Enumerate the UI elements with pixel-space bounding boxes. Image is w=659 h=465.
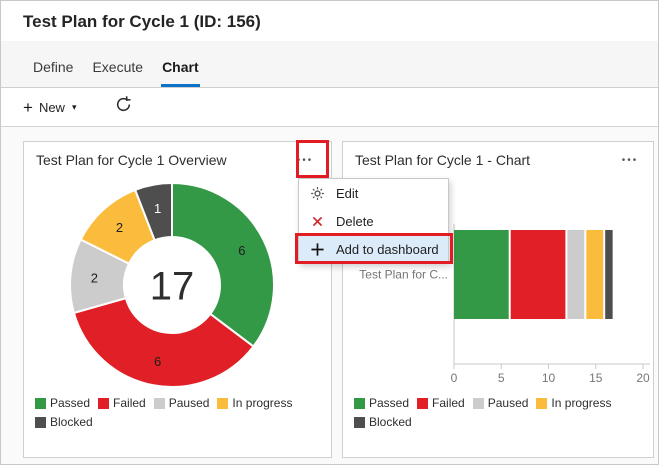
bar-segment-passed[interactable] xyxy=(454,230,509,319)
x-axis-tick-label: 10 xyxy=(542,371,556,385)
legend-swatch xyxy=(417,397,429,409)
legend-swatch xyxy=(153,397,165,409)
donut-segment-value: 1 xyxy=(154,201,161,216)
tab-chart[interactable]: Chart xyxy=(161,47,200,87)
legend-item-paused: Paused xyxy=(472,396,529,410)
legend-item-passed: Passed xyxy=(35,396,90,410)
more-options-button[interactable]: ••• xyxy=(621,154,639,166)
legend-swatch xyxy=(354,397,365,409)
legend-label: Failed xyxy=(432,396,465,410)
legend-swatch xyxy=(35,416,46,428)
delete-x-icon xyxy=(309,213,325,229)
donut-chart: 6 6 2 2 1 17 xyxy=(69,181,275,388)
legend-swatch xyxy=(536,397,548,409)
legend-item-blocked: Blocked xyxy=(35,415,93,429)
donut-segment-value: 2 xyxy=(91,270,98,285)
donut-segment-value: 6 xyxy=(238,243,245,258)
page-title: Test Plan for Cycle 1 (ID: 156) xyxy=(23,12,261,31)
legend-label: Passed xyxy=(50,396,91,410)
legend-swatch xyxy=(35,397,46,409)
bar-segment-failed[interactable] xyxy=(510,230,566,319)
widget-title: Test Plan for Cycle 1 - Chart xyxy=(355,152,531,168)
bar-category-label: Test Plan for C... xyxy=(359,268,448,282)
widget-title: Test Plan for Cycle 1 Overview xyxy=(36,152,227,168)
x-axis-tick-label: 20 xyxy=(636,371,650,385)
widget-overview-chart: Test Plan for Cycle 1 Overview ••• 6 6 2 2 1… xyxy=(23,141,332,458)
tab-execute[interactable]: Execute xyxy=(92,59,144,75)
menu-item-add-to-dashboard[interactable]: Add to dashboard xyxy=(299,235,448,263)
legend-item-failed: Failed xyxy=(98,396,146,410)
legend-label: Paused xyxy=(168,396,210,410)
legend-label: In progress xyxy=(232,396,293,410)
donut-segment-value: 2 xyxy=(116,220,123,235)
more-options-button[interactable]: ••• xyxy=(296,154,314,166)
page-header: Test Plan for Cycle 1 (ID: 156) xyxy=(1,1,658,41)
bar-segment-blocked[interactable] xyxy=(605,230,613,319)
chevron-down-icon: ▾ xyxy=(71,101,77,112)
donut-segment-value: 6 xyxy=(154,354,161,369)
legend-item-passed: Passed xyxy=(354,396,409,410)
legend-label: Blocked xyxy=(50,415,93,429)
legend-label: Passed xyxy=(369,396,410,410)
donut-segment-passed[interactable] xyxy=(171,181,275,348)
legend-item-in-progress: In progress xyxy=(217,396,292,410)
legend-label: Failed xyxy=(113,396,146,410)
legend-swatch xyxy=(217,397,229,409)
legend-swatch xyxy=(98,397,110,409)
bar-segment-in-progress[interactable] xyxy=(586,230,604,319)
menu-item-label: Delete xyxy=(336,213,374,229)
legend-item-paused: Paused xyxy=(153,396,210,410)
legend-item-blocked: Blocked xyxy=(354,415,412,429)
legend-swatch xyxy=(354,416,365,428)
bar-segment-paused[interactable] xyxy=(567,230,585,319)
tab-bar: Define Execute Chart xyxy=(1,41,658,88)
donut-segment-failed[interactable] xyxy=(72,296,255,388)
plus-icon xyxy=(309,241,325,257)
menu-item-label: Edit xyxy=(336,185,359,201)
refresh-button[interactable] xyxy=(114,95,133,119)
legend-item-in-progress: In progress xyxy=(536,396,611,410)
x-axis-tick-label: 15 xyxy=(589,371,603,385)
refresh-icon xyxy=(114,95,133,119)
chart-legend: Passed Failed Paused In progress Blocked xyxy=(35,396,327,429)
legend-swatch xyxy=(472,397,484,409)
x-axis-tick-label: 0 xyxy=(451,371,458,385)
toolbar: + New ▾ xyxy=(1,88,658,127)
new-button[interactable]: + New ▾ xyxy=(23,99,76,116)
plus-icon: + xyxy=(23,97,33,117)
legend-label: In progress xyxy=(551,396,612,410)
gear-icon xyxy=(309,185,325,201)
stacked-bar-chart: 0 5 10 15 20 Test Plan for C... xyxy=(359,224,650,385)
menu-item-edit[interactable]: Edit xyxy=(299,179,448,207)
donut-center-total: 17 xyxy=(150,264,195,308)
chart-legend: Passed Failed Paused In progress Blocked xyxy=(354,396,646,429)
donut-segment-blocked[interactable] xyxy=(133,181,173,242)
legend-item-failed: Failed xyxy=(417,396,465,410)
menu-item-delete[interactable]: Delete xyxy=(299,207,448,235)
new-button-label: New xyxy=(38,99,65,115)
widget-context-menu: Edit Delete Add to dashboard xyxy=(298,178,449,264)
legend-label: Blocked xyxy=(369,415,412,429)
x-axis-tick-label: 5 xyxy=(498,371,505,385)
legend-label: Paused xyxy=(487,396,529,410)
menu-item-label: Add to dashboard xyxy=(336,241,439,257)
tab-define[interactable]: Define xyxy=(33,59,74,75)
